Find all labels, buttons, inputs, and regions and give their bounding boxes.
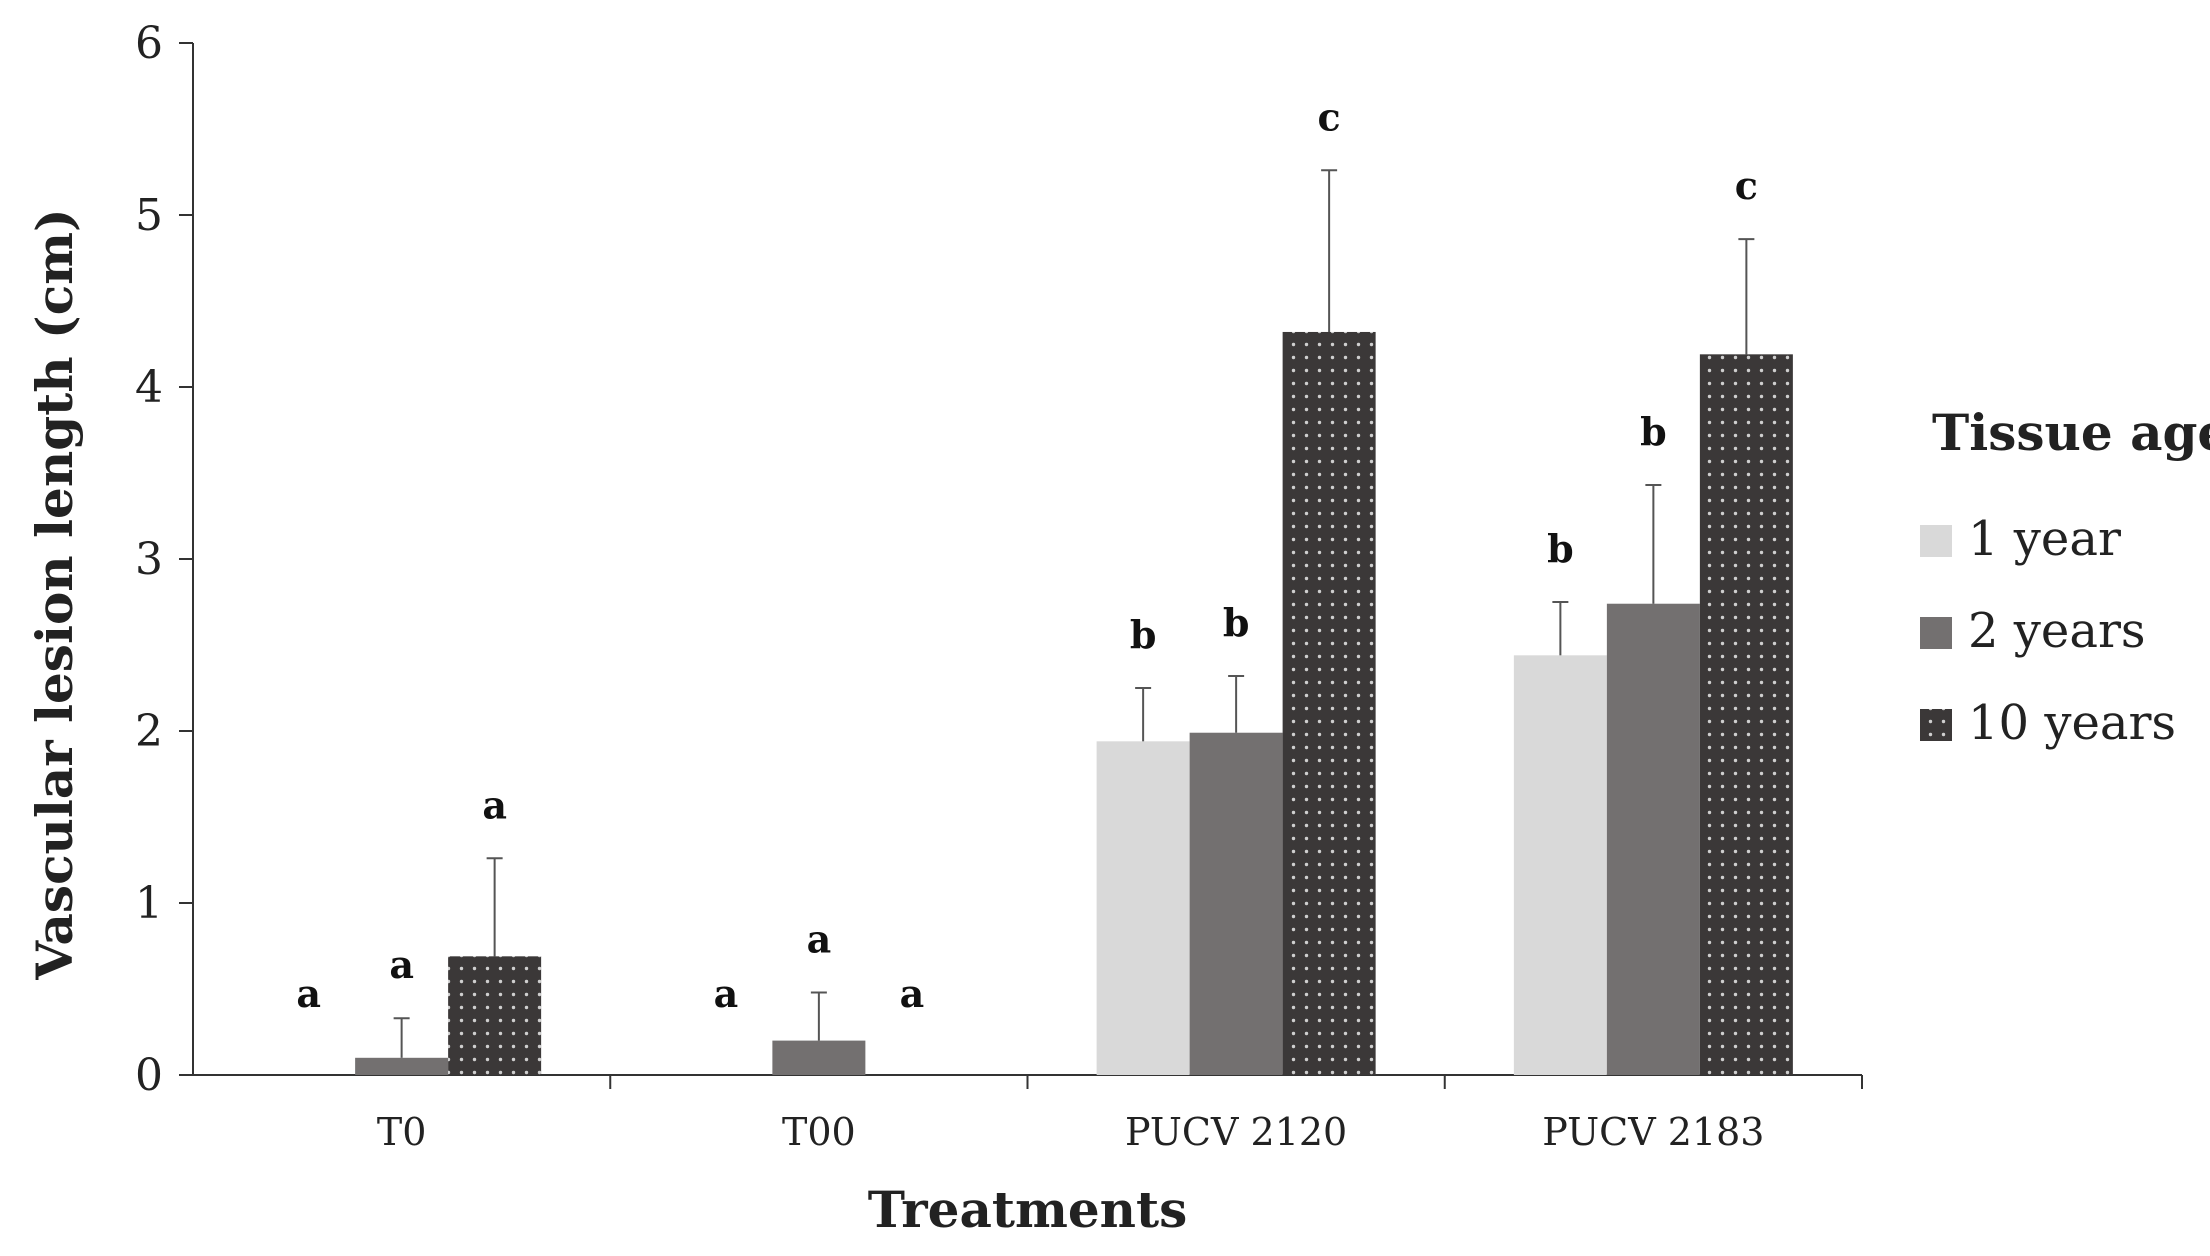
labels: a a a a a a b b c b b c [296,94,1758,1016]
significance-label: b [1223,600,1250,645]
x-tick-label: T00 [782,1110,856,1154]
significance-label: a [807,916,832,961]
bar-2-years-T00 [772,1040,866,1075]
x-axis-title: Treatments [868,1180,1188,1239]
significance-label: a [900,971,925,1016]
significance-label: b [1130,612,1157,657]
legend-swatch-1-year [1920,525,1952,557]
bar-1-year-PUCV-2120 [1096,741,1190,1075]
y-tick-label: 0 [135,1050,163,1101]
significance-label: a [296,971,321,1016]
y-tick-label: 4 [135,362,163,413]
bar-2-years-PUCV-2120 [1189,732,1283,1075]
y-tick-label: 6 [135,18,163,69]
y-tick-label: 5 [135,190,163,241]
significance-label: c [1318,94,1341,139]
significance-label: b [1547,526,1574,571]
x-tick-label: PUCV 2120 [1125,1110,1347,1154]
legend-swatch-2-years [1920,617,1952,649]
bar-2-years-T0 [355,1057,449,1075]
legend: Tissue age 1 year 2 years 10 years [1920,403,2210,751]
y-tick-label: 2 [135,706,163,757]
significance-label: a [389,942,414,987]
legend-title: Tissue age [1932,403,2210,462]
x-tick-label: PUCV 2183 [1542,1110,1764,1154]
legend-label-2-years: 2 years [1968,603,2146,659]
axes: 0 1 2 3 4 5 6 T0 T00 PUCV 2120 PUCV 2183 Treatments… [25,18,1863,1239]
significance-label: b [1640,409,1667,454]
y-axis-title: Vascular lesion length (cm) [25,208,84,980]
bar-10-years-PUCV-2120 [1282,331,1376,1076]
y-tick-label: 3 [135,534,163,585]
bar-1-year-PUCV-2183 [1513,655,1607,1075]
bars [355,169,1793,1076]
bar-10-years-PUCV-2183 [1699,354,1793,1075]
legend-label-1-year: 1 year [1968,511,2121,567]
bar-10-years-T0 [448,956,542,1075]
x-tick-label: T0 [377,1110,427,1154]
significance-label: c [1735,163,1758,208]
significance-label: a [482,782,507,827]
legend-label-10-years: 10 years [1968,695,2176,751]
bar-2-years-PUCV-2183 [1606,603,1700,1075]
significance-label: a [714,971,739,1016]
legend-swatch-10-years [1920,709,1952,741]
y-tick-label: 1 [135,878,163,929]
